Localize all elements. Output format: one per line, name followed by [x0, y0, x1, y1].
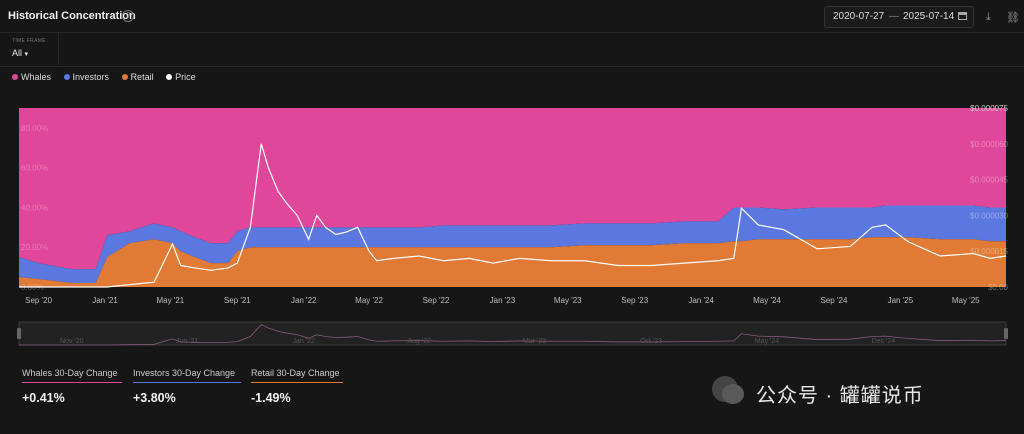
x-tick-label: Sep '24 [821, 296, 848, 305]
x-tick-label: May '21 [156, 296, 184, 305]
legend-label: Price [175, 72, 196, 82]
retail-area [19, 237, 1006, 287]
right-axis-label: $0.000045 [970, 176, 1008, 185]
right-axis-label: $0.000060 [970, 140, 1008, 149]
left-axis-label: 20.00% [21, 243, 48, 252]
stat-label: Retail 30-Day Change [251, 368, 340, 378]
legend-label: Whales [21, 72, 52, 82]
timeframe-label: TIME FRAME [12, 38, 46, 44]
legend-dot [12, 74, 18, 80]
wechat-logo-icon-secondary [722, 384, 744, 404]
navigator-label: Jun '21 [176, 338, 198, 345]
right-axis-label: $0.00 [988, 283, 1009, 292]
stat-underline [251, 382, 343, 383]
right-axis-label: $0.000075 [970, 104, 1008, 113]
date-separator: — [889, 11, 899, 22]
stat-label: Whales 30-Day Change [22, 368, 118, 378]
stat-value: +0.41% [22, 391, 65, 405]
legend-dot [166, 74, 173, 80]
x-tick-label: Jan '21 [92, 296, 118, 305]
navigator-label: May '24 [755, 338, 779, 345]
x-tick-label: Jan '23 [490, 296, 516, 305]
x-tick-label: May '22 [355, 296, 383, 305]
x-tick-label: Sep '20 [25, 296, 52, 305]
legend-item-investors[interactable]: Investors [63, 72, 110, 82]
help-icon[interactable]: ? [122, 10, 134, 22]
calendar-icon [958, 12, 967, 20]
x-tick-label: Sep '22 [423, 296, 450, 305]
link-icon[interactable]: ⛓ [1006, 12, 1020, 24]
divider [0, 66, 1024, 67]
x-tick-label: May '24 [753, 296, 781, 305]
download-icon[interactable]: ⤓ [986, 11, 991, 23]
navigator-label: Jan '22 [293, 338, 315, 345]
legend-item-retail[interactable]: Retail [121, 72, 154, 82]
timeframe-value-text: All [12, 48, 23, 58]
navigator-label: Aug '22 [407, 338, 431, 345]
stat-value: -1.49% [251, 391, 291, 405]
legend-label: Retail [130, 72, 154, 82]
price-line [19, 143, 1007, 288]
date-start: 2020-07-27 [833, 11, 885, 22]
navigator [18, 321, 1007, 346]
right-axis-label: $0.000030 [970, 211, 1008, 220]
legend-dot [63, 74, 70, 80]
navigator-label: Nov '20 [60, 338, 84, 345]
watermark-text: 公众号 · 罐罐说币 [756, 385, 924, 407]
timeframe-value[interactable]: All ▾ [12, 48, 28, 58]
legend: Whales Investors Retail Price [12, 72, 206, 82]
navigator-label: Mar '23 [523, 338, 546, 345]
x-tick-label: May '23 [554, 296, 582, 305]
navigator-handle-left [17, 328, 21, 339]
concentration-chart[interactable]: 80.00%60.00%40.00%20.00%0.00%$0.000075$0… [0, 95, 1024, 355]
header-bar: Historical Concentration ? 2020-07-27 — … [0, 0, 1024, 33]
stat-underline [22, 382, 122, 383]
timeframe-selector[interactable] [0, 33, 59, 65]
stat-value: +3.80% [133, 391, 176, 405]
stat-underline [133, 382, 241, 383]
navigator-label: Dec '24 [872, 338, 896, 345]
whales-area [19, 108, 1006, 270]
x-tick-label: Jan '22 [291, 296, 317, 305]
legend-item-price[interactable]: Price [166, 72, 196, 82]
legend-item-whales[interactable]: Whales [12, 72, 51, 82]
legend-label: Investors [72, 72, 110, 82]
stat-investors: Investors 30-Day Change +3.80% [133, 368, 241, 405]
navigator-line [19, 324, 1007, 346]
stat-retail: Retail 30-Day Change -1.49% [251, 368, 343, 405]
x-tick-label: Jan '25 [888, 296, 914, 305]
left-axis-label: 80.00% [21, 124, 48, 133]
chevron-down-icon: ▾ [24, 51, 29, 58]
stat-label: Investors 30-Day Change [133, 368, 236, 378]
x-tick-label: Jan '24 [688, 296, 714, 305]
left-axis-label: 60.00% [21, 164, 48, 173]
x-tick-label: May '25 [952, 296, 980, 305]
navigator-handle-right [1004, 328, 1008, 339]
x-tick-label: Sep '21 [224, 296, 251, 305]
legend-dot [121, 74, 128, 80]
right-axis-label: $0.000015 [970, 247, 1008, 256]
date-range-picker[interactable]: 2020-07-27 — 2025-07-14 [824, 6, 974, 28]
page-title: Historical Concentration [8, 10, 136, 22]
date-end: 2025-07-14 [903, 11, 955, 22]
navigator-label: Oct '23 [640, 338, 662, 345]
stat-whales: Whales 30-Day Change +0.41% [22, 368, 122, 405]
left-axis-label: 40.00% [21, 203, 48, 212]
x-tick-label: Sep '23 [621, 296, 648, 305]
